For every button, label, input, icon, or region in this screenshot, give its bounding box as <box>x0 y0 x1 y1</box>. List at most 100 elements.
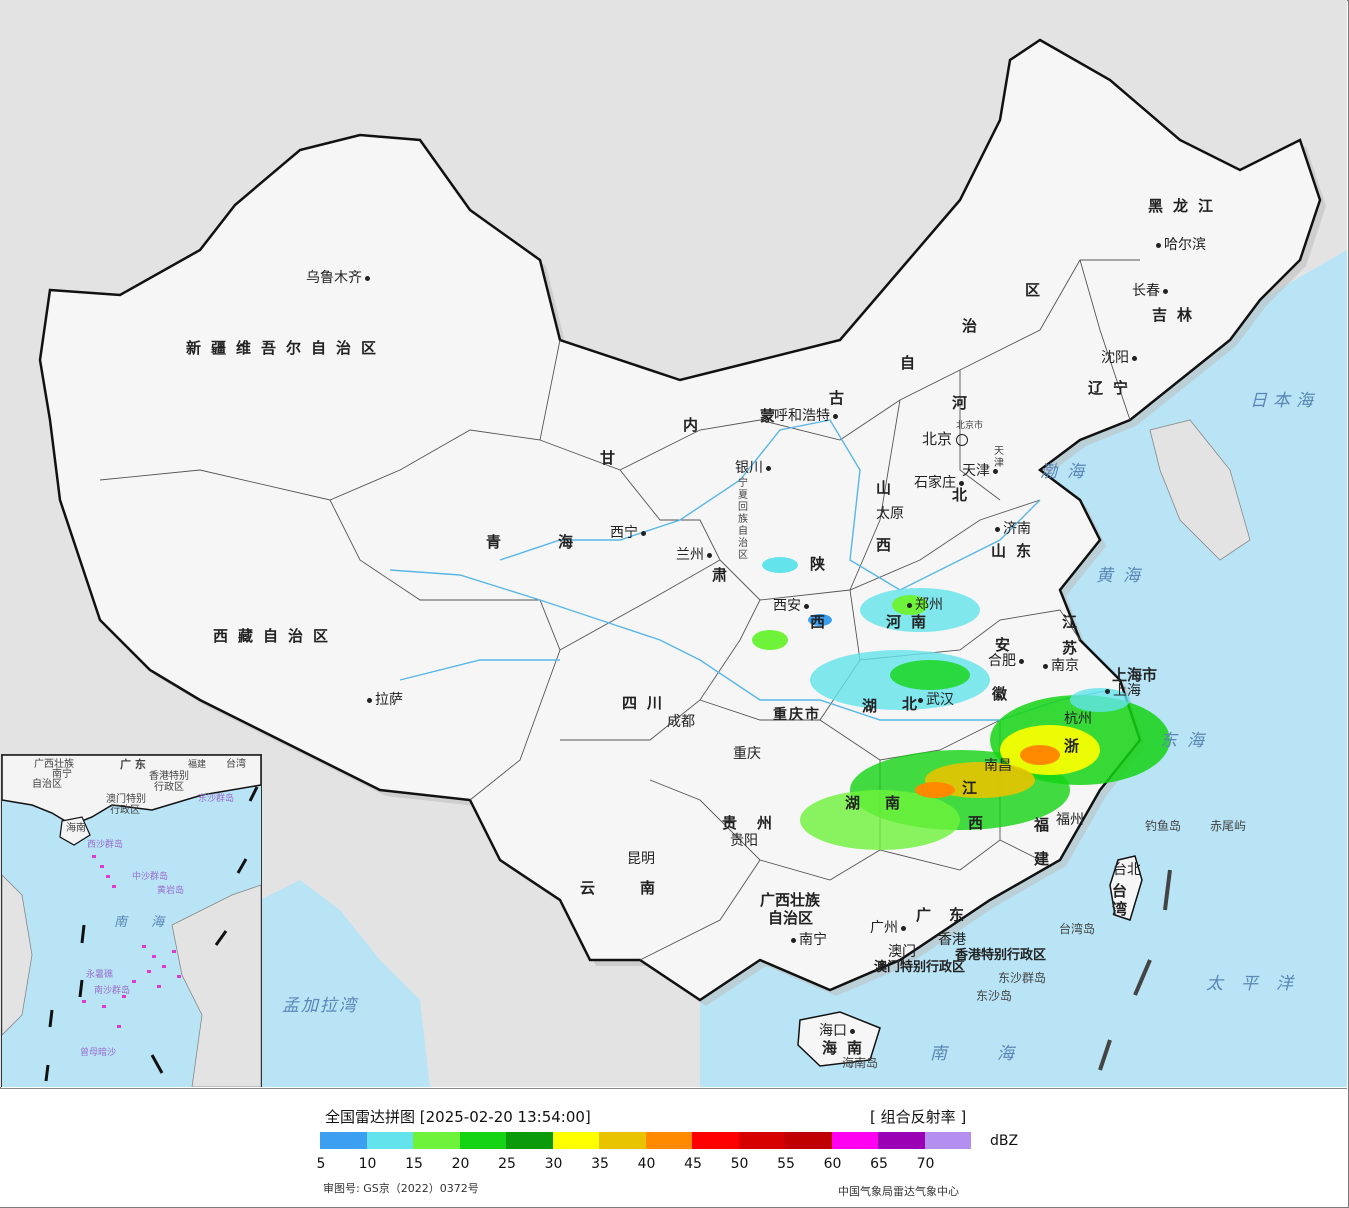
province-label: 山 <box>876 479 892 497</box>
scale-tick-label: 40 <box>637 1156 656 1172</box>
province-label: 福 <box>1034 816 1050 834</box>
scale-tick-label: 60 <box>823 1156 842 1172</box>
color-swatch <box>924 1132 971 1149</box>
city-dot <box>791 937 796 943</box>
province-label: 区 <box>1025 281 1041 299</box>
radar-map[interactable]: 新疆维吾尔自治区 西藏自治区 青 海 甘 肃 内 蒙 古 自 治 区 黑龙江 吉… <box>0 0 1347 1087</box>
city-label: 银川 <box>735 460 774 476</box>
province-label: 海南 <box>822 1039 873 1057</box>
scale-tick-label: 5 <box>316 1156 326 1172</box>
island-label: 赤尾屿 <box>1210 819 1247 833</box>
province-label: 内 <box>683 416 699 434</box>
city-label: 乌鲁木齐 <box>306 270 373 286</box>
sea-label: 东海 <box>1160 731 1214 751</box>
city-dot <box>833 413 838 419</box>
city-label: 杭州 <box>1064 711 1092 727</box>
color-swatch <box>459 1132 506 1149</box>
province-label: 江 <box>1062 613 1078 631</box>
province-label: 自治区 <box>768 909 814 927</box>
city-label: 呼和浩特 <box>774 408 841 424</box>
inset-label: 澳门特别 <box>106 794 146 805</box>
city-label: 合肥 <box>988 653 1027 669</box>
scale-tick-label: 55 <box>777 1156 795 1172</box>
city-label: 天津 <box>962 463 1001 479</box>
city-dot <box>1132 355 1137 361</box>
scale-tick-label: 35 <box>591 1156 609 1172</box>
city-label: 台北 <box>1113 862 1141 878</box>
province-label: 甘 <box>600 449 616 467</box>
province-label: 新疆维吾尔自治区 <box>186 339 387 357</box>
city-dot <box>367 697 372 703</box>
city-dot <box>901 925 906 931</box>
province-label: 辽宁 <box>1088 379 1139 397</box>
province-label: 北 <box>952 486 968 504</box>
province-label: 广西壮族 <box>760 891 821 909</box>
agency-credit: 中国气象局雷达气象中心 <box>838 1185 959 1198</box>
inset-label: 东沙群岛 <box>198 794 235 804</box>
sea-label: 孟加拉湾 <box>282 996 358 1016</box>
inset-label: 南沙群岛 <box>94 986 131 996</box>
province-label: 天津 <box>994 446 1004 469</box>
scale-tick-label: 25 <box>498 1156 516 1172</box>
province-label: 西藏自治区 <box>213 627 339 645</box>
city-dot <box>918 697 923 703</box>
city-dot <box>365 275 370 281</box>
city-dot <box>1156 242 1161 248</box>
inset-label: 海南 <box>66 823 86 834</box>
province-label: 西 <box>968 814 984 832</box>
province-label: 山东 <box>991 542 1042 560</box>
province-label: 建 <box>1034 850 1050 868</box>
inset-label: 永暑礁 <box>86 970 114 980</box>
city-label: 沈阳 <box>1101 350 1140 366</box>
scale-tick-label: 45 <box>684 1156 702 1172</box>
inset-label: 行政区 <box>110 805 140 816</box>
province-label: 自 <box>900 354 916 372</box>
scale-tick-label: 20 <box>451 1156 470 1172</box>
legend-panel: 全国雷达拼图 [2025-02-20 13:54:00] [ 组合反射率 ] 5… <box>0 1088 1347 1207</box>
island-label: 东沙岛 <box>976 989 1013 1003</box>
province-label: 海 <box>558 533 574 551</box>
color-swatch <box>692 1132 739 1149</box>
province-label: 西 <box>876 536 892 554</box>
scale-tick-label: 30 <box>544 1156 563 1172</box>
island-label: 钓鱼岛 <box>1145 819 1182 833</box>
scale-tick-label: 65 <box>870 1156 888 1172</box>
city-label: 太原 <box>876 506 904 522</box>
province-label: 四川 <box>622 694 673 712</box>
province-label: 河南 <box>886 613 937 631</box>
japan-sea <box>1200 300 1347 560</box>
city-label: 南昌 <box>984 758 1012 774</box>
color-scale-bar <box>320 1132 971 1149</box>
city-label: 郑州 <box>904 597 943 613</box>
inset-label: 行政区 <box>154 782 184 793</box>
province-label: 吉林 <box>1152 306 1203 324</box>
bay-of-bengal <box>260 880 430 1087</box>
inset-label: 西沙群岛 <box>87 840 124 850</box>
capital-marker-icon <box>956 433 969 446</box>
province-label: 江 <box>962 779 978 797</box>
color-swatch <box>506 1132 553 1149</box>
city-label: 香港 <box>938 932 966 948</box>
province-label: 南 <box>885 794 901 812</box>
city-label: 重庆 <box>733 746 761 762</box>
inset-label: 自治区 <box>32 779 62 790</box>
province-label: 河 <box>952 394 968 412</box>
province-label: 香港特别行政区 <box>955 948 1047 963</box>
color-swatch <box>831 1132 878 1149</box>
taiwan-island <box>1109 855 1143 921</box>
city-dot <box>1019 658 1024 664</box>
city-label: 济南 <box>992 521 1031 537</box>
province-label: 贵州 <box>722 814 793 832</box>
city-label: 上海 <box>1102 683 1141 699</box>
city-label: 西安 <box>773 598 812 614</box>
city-label: 石家庄 <box>914 475 967 491</box>
color-swatch <box>738 1132 785 1149</box>
inset-label: 南宁 <box>52 769 72 780</box>
city-label: 北京 <box>922 431 969 447</box>
province-label: 青 <box>486 533 502 551</box>
province-label: 西 <box>810 613 826 631</box>
city-dot <box>907 602 912 608</box>
city-dot <box>959 480 964 486</box>
city-label: 拉萨 <box>364 692 403 708</box>
province-label: 宁夏回族自治区 <box>738 478 748 561</box>
